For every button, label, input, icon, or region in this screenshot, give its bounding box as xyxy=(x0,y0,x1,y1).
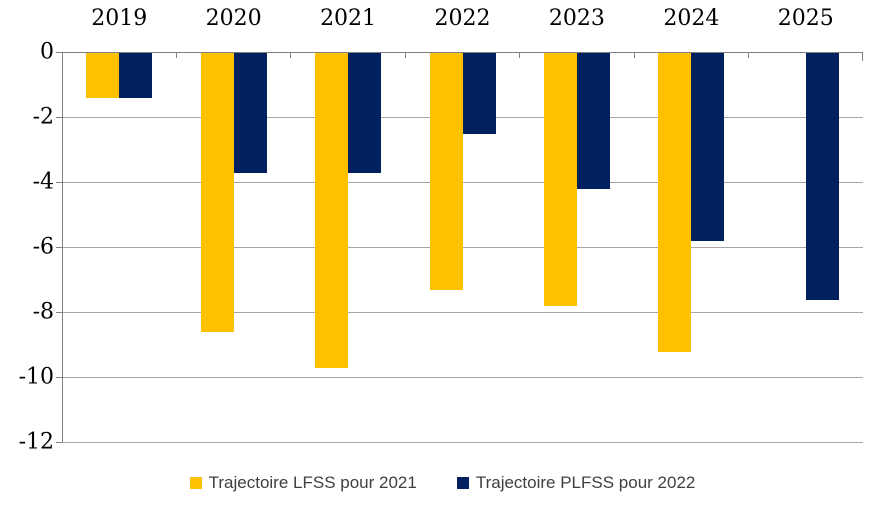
legend-entry-series-1: Trajectoire LFSS pour 2021 xyxy=(189,473,417,493)
x-axis-category-label: 2025 xyxy=(777,6,834,31)
bar-2019-series-1 xyxy=(86,52,120,98)
x-axis-tick xyxy=(175,52,177,58)
legend: Trajectoire LFSS pour 2021 Trajectoire PL… xyxy=(0,468,885,498)
bar-2025-series-2 xyxy=(805,52,839,300)
y-axis-tick xyxy=(56,51,62,53)
bar-2021-series-2 xyxy=(348,52,382,173)
y-axis-tick xyxy=(56,181,62,183)
bar-2021-series-1 xyxy=(315,52,349,368)
y-axis-tick-label: -12 xyxy=(18,429,54,455)
y-axis-tick xyxy=(56,441,62,443)
bar-2020-series-2 xyxy=(233,52,267,173)
legend-swatch-icon xyxy=(456,477,469,489)
bar-2023-series-1 xyxy=(543,52,577,306)
gridline xyxy=(62,181,863,183)
y-axis-tick xyxy=(56,376,62,378)
bar-2019-series-2 xyxy=(119,52,153,98)
x-axis-end-tick xyxy=(862,52,863,61)
x-axis-tick xyxy=(290,52,292,58)
x-axis-category-label: 2020 xyxy=(205,6,262,31)
y-axis-tick xyxy=(56,116,62,118)
x-axis-tick xyxy=(633,52,635,58)
bar-2022-series-2 xyxy=(462,52,496,134)
x-axis-category-label: 2021 xyxy=(320,6,377,31)
gridline xyxy=(62,376,863,378)
y-axis-tick-label: -6 xyxy=(32,234,54,260)
gridline xyxy=(62,441,863,443)
x-axis-category-label: 2019 xyxy=(91,6,148,31)
bar-2022-series-1 xyxy=(429,52,463,290)
y-axis-tick-label: -8 xyxy=(32,299,54,325)
x-axis-category-label: 2022 xyxy=(434,6,491,31)
x-axis-category-label: 2023 xyxy=(548,6,605,31)
y-axis-tick-label: 0 xyxy=(40,39,54,65)
y-axis-tick-label: -4 xyxy=(32,169,54,195)
x-axis-tick xyxy=(519,52,521,58)
y-axis-tick-label: -2 xyxy=(32,104,54,130)
x-axis-tick xyxy=(404,52,406,58)
bar-2024-series-2 xyxy=(691,52,725,241)
x-axis-tick xyxy=(748,52,750,58)
bar-2024-series-1 xyxy=(658,52,692,352)
bar-2020-series-1 xyxy=(200,52,234,332)
legend-label: Trajectoire PLFSS pour 2022 xyxy=(475,473,696,492)
legend-label: Trajectoire LFSS pour 2021 xyxy=(208,473,417,492)
y-axis-tick xyxy=(56,311,62,313)
y-axis-tick-label: -10 xyxy=(18,364,54,390)
gridline xyxy=(62,311,863,313)
gridline xyxy=(62,246,863,248)
x-axis-line xyxy=(62,51,863,53)
legend-swatch-icon xyxy=(189,477,202,489)
x-axis-category-label: 2024 xyxy=(663,6,720,31)
y-axis-tick xyxy=(56,246,62,248)
y-axis-line xyxy=(61,52,63,442)
legend-entry-series-2: Trajectoire PLFSS pour 2022 xyxy=(456,473,696,493)
bar-2023-series-2 xyxy=(576,52,610,189)
